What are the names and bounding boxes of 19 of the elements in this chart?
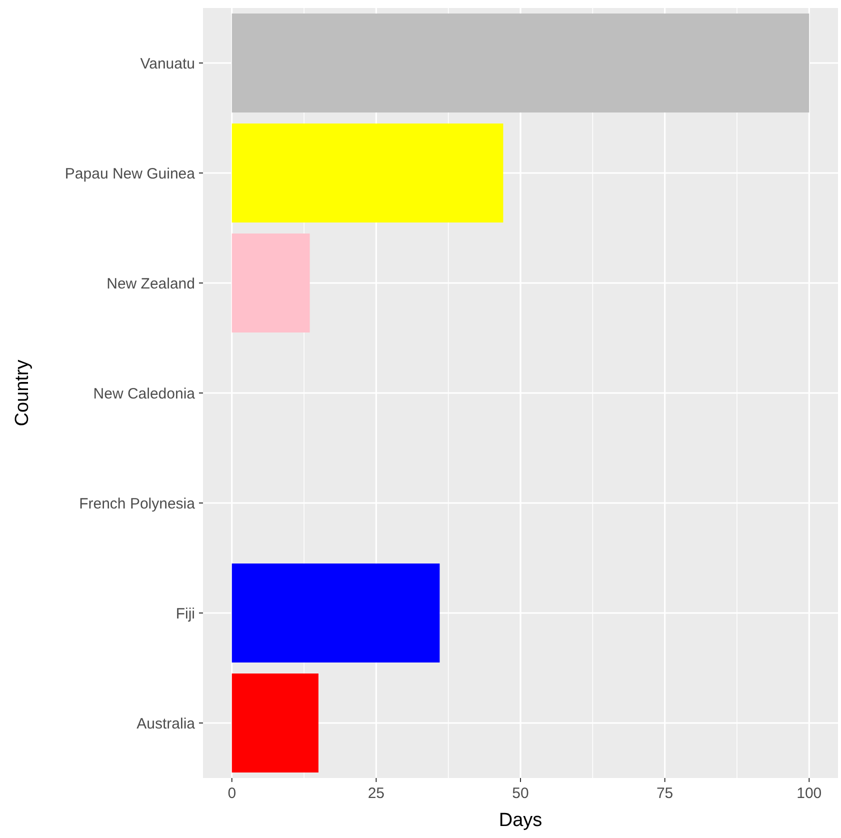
- x-tick-label: 75: [656, 785, 674, 802]
- bar: [232, 564, 440, 662]
- x-tick-label: 50: [512, 785, 529, 802]
- bar: [232, 234, 310, 332]
- bar: [232, 14, 810, 112]
- y-tick-label: Australia: [136, 715, 196, 732]
- y-tick-label: Fiji: [176, 605, 195, 622]
- y-tick-label: Papau New Guinea: [64, 165, 196, 182]
- x-axis-title: Days: [498, 810, 542, 831]
- x-tick-label: 0: [228, 785, 236, 802]
- y-tick-label: Vanuatu: [140, 55, 195, 72]
- y-tick-label: New Caledonia: [93, 385, 196, 402]
- y-tick-label: French Polynesia: [79, 495, 196, 512]
- bar: [232, 124, 504, 222]
- x-tick-label: 25: [368, 785, 385, 802]
- y-tick-label: New Zealand: [106, 275, 195, 292]
- bar: [232, 674, 318, 772]
- x-tick-label: 100: [796, 785, 822, 802]
- y-axis-title: Country: [12, 359, 33, 426]
